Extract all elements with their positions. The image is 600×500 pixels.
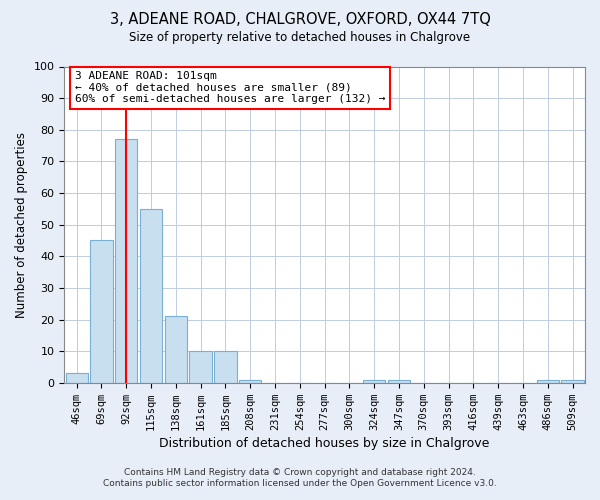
Bar	[65, 374, 88, 383]
Bar	[214, 351, 236, 383]
Bar	[239, 380, 262, 383]
Text: Size of property relative to detached houses in Chalgrove: Size of property relative to detached ho…	[130, 31, 470, 44]
Bar	[140, 209, 162, 383]
Bar	[91, 240, 113, 383]
Text: 3, ADEANE ROAD, CHALGROVE, OXFORD, OX44 7TQ: 3, ADEANE ROAD, CHALGROVE, OXFORD, OX44 …	[110, 12, 490, 28]
Text: Contains HM Land Registry data © Crown copyright and database right 2024.
Contai: Contains HM Land Registry data © Crown c…	[103, 468, 497, 487]
Bar	[536, 380, 559, 383]
Bar	[388, 380, 410, 383]
Y-axis label: Number of detached properties: Number of detached properties	[15, 132, 28, 318]
Bar	[190, 351, 212, 383]
Bar	[363, 380, 385, 383]
Text: 3 ADEANE ROAD: 101sqm
← 40% of detached houses are smaller (89)
60% of semi-deta: 3 ADEANE ROAD: 101sqm ← 40% of detached …	[74, 71, 385, 104]
X-axis label: Distribution of detached houses by size in Chalgrove: Distribution of detached houses by size …	[160, 437, 490, 450]
Bar	[115, 140, 137, 383]
Bar	[165, 316, 187, 383]
Bar	[562, 380, 584, 383]
